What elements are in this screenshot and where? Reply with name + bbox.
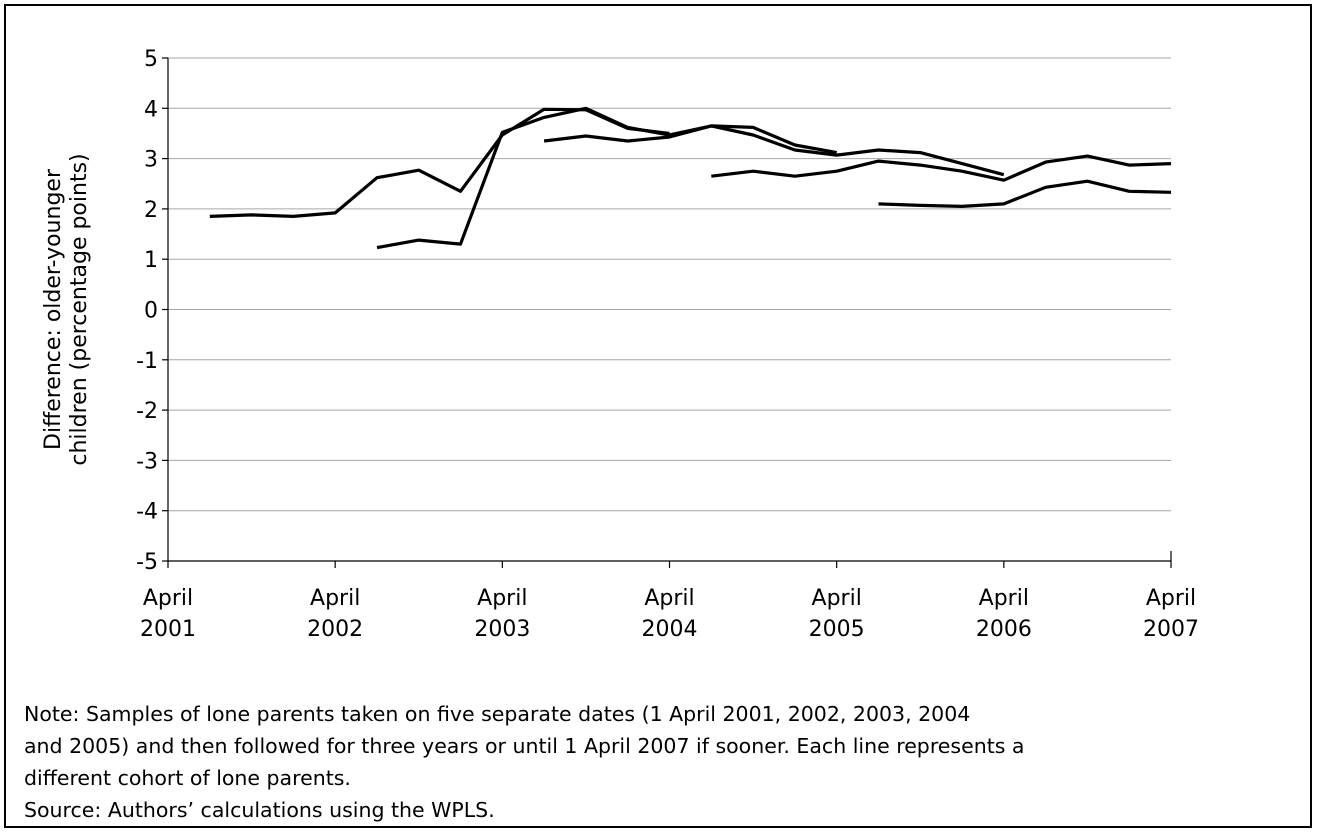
series-line-3: [543, 124, 1005, 177]
x-tick-label: April: [477, 586, 527, 611]
y-tick-label: 4: [144, 97, 158, 122]
x-tick-labels: April 2001 April 2002 April 2003 April 2004 Apri…: [140, 586, 1199, 642]
x-tick-label: 2007: [1143, 617, 1199, 642]
y-tick-label: 3: [144, 148, 158, 173]
y-tick-label: -2: [136, 399, 158, 424]
x-tick-label: April: [644, 586, 694, 611]
x-tick-label: 2001: [140, 617, 196, 642]
y-tick-label: 1: [144, 248, 158, 273]
note-line-1: Note: Samples of lone parents taken on f…: [24, 702, 971, 726]
axes: [162, 57, 1172, 568]
note-line-3: different cohort of lone parents.: [24, 766, 351, 790]
x-tick-label: 2004: [642, 617, 698, 642]
x-tick-label: 2003: [474, 617, 530, 642]
x-tick-label: April: [310, 586, 360, 611]
y-tick-label: -5: [136, 550, 158, 575]
x-tick-label: 2002: [307, 617, 363, 642]
y-tick-label: 2: [144, 198, 158, 223]
series-line-4: [711, 154, 1172, 182]
y-axis-title-line-2: children (percentage points): [67, 153, 92, 465]
x-tick-label: 2006: [976, 617, 1032, 642]
x-tick-label: April: [143, 586, 193, 611]
y-tick-labels: 5 4 3 2 1 0 -1 -2 -3 -4 -5: [136, 47, 158, 575]
figure-note: Note: Samples of lone parents taken on f…: [24, 698, 1304, 826]
series-line-1: [209, 107, 670, 218]
series-lines: [209, 106, 1172, 250]
figure-frame: 5 4 3 2 1 0 -1 -2 -3 -4 -5 April 2001 April 2002 April…: [4, 4, 1312, 828]
y-tick-label: -4: [136, 500, 158, 525]
x-tick-label: April: [1146, 586, 1196, 611]
series-line-5: [878, 179, 1172, 208]
y-tick-label: 0: [144, 299, 158, 324]
x-tick-label: 2005: [809, 617, 865, 642]
x-tick-label: April: [812, 586, 862, 611]
y-axis-title-line-1: Difference: older-younger: [41, 168, 66, 450]
note-line-2: and 2005) and then followed for three ye…: [24, 734, 1025, 758]
x-tick-label: April: [979, 586, 1029, 611]
series-line-2: [376, 106, 837, 250]
y-tick-label: -3: [136, 449, 158, 474]
y-tick-label: 5: [144, 47, 158, 72]
source-line: Source: Authors’ calculations using the …: [24, 798, 495, 822]
y-tick-label: -1: [136, 349, 158, 374]
gridlines: [168, 57, 1171, 512]
